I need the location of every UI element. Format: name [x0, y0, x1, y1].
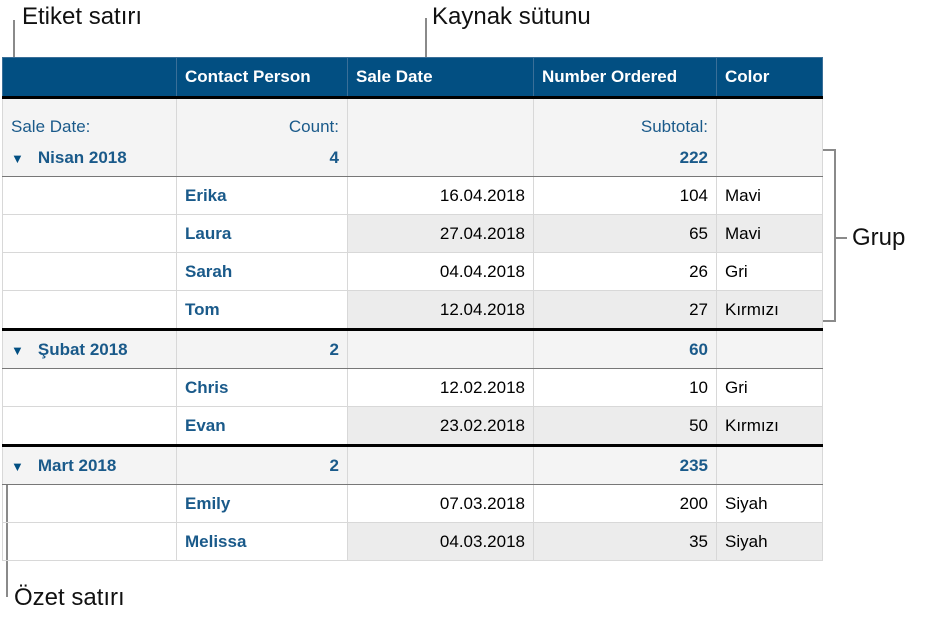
header-contact-person[interactable]: Contact Person: [176, 57, 348, 99]
group-name[interactable]: ▼ Mart 2018: [2, 445, 177, 485]
summary-row: ▼ Şubat 2018 2 60: [2, 329, 823, 369]
color-cell[interactable]: Mavi: [716, 214, 823, 253]
triangle-down-icon[interactable]: ▼: [11, 342, 24, 358]
group-subtotal: 235: [533, 445, 717, 485]
table-row: Sarah 04.04.2018 26 Gri: [2, 252, 823, 291]
group-subtotal: 222: [533, 139, 717, 177]
color-cell[interactable]: Kırmızı: [716, 406, 823, 447]
contact-person-cell[interactable]: Sarah: [176, 252, 348, 291]
summary-row: ▼ Nisan 2018 4 222: [2, 139, 823, 177]
empty-cell[interactable]: [2, 290, 177, 331]
categorized-table: Contact Person Sale Date Number Ordered …: [2, 57, 823, 561]
contact-person-cell[interactable]: Erika: [176, 176, 348, 215]
callout-source-column: Kaynak sütunu: [432, 3, 591, 30]
contact-person-cell[interactable]: Laura: [176, 214, 348, 253]
group-label: Nisan 2018: [37, 147, 127, 167]
sale-date-cell[interactable]: 12.02.2018: [347, 368, 534, 407]
label-empty: [347, 97, 534, 139]
label-count: Count:: [176, 97, 348, 139]
table-row: Melissa 04.03.2018 35 Siyah: [2, 522, 823, 561]
header-row: Contact Person Sale Date Number Ordered …: [2, 57, 823, 99]
header-cell[interactable]: [2, 57, 177, 99]
label-row: Sale Date: Count: Subtotal:: [2, 97, 823, 139]
number-ordered-cell[interactable]: 10: [533, 368, 717, 407]
number-ordered-cell[interactable]: 35: [533, 522, 717, 561]
number-ordered-cell[interactable]: 200: [533, 484, 717, 523]
number-ordered-cell[interactable]: 104: [533, 176, 717, 215]
header-color[interactable]: Color: [716, 57, 823, 99]
group-bracket-top: [823, 149, 835, 151]
table-row: Emily 07.03.2018 200 Siyah: [2, 484, 823, 523]
number-ordered-cell[interactable]: 27: [533, 290, 717, 331]
group-label: Şubat 2018: [37, 339, 128, 359]
group-bracket-bottom: [823, 320, 835, 322]
sale-date-cell[interactable]: 04.03.2018: [347, 522, 534, 561]
color-cell[interactable]: Gri: [716, 252, 823, 291]
empty-cell[interactable]: [2, 368, 177, 407]
contact-person-cell[interactable]: Evan: [176, 406, 348, 447]
triangle-down-icon[interactable]: ▼: [11, 458, 24, 474]
header-number-ordered[interactable]: Number Ordered: [533, 57, 717, 99]
number-ordered-cell[interactable]: 26: [533, 252, 717, 291]
sale-date-cell[interactable]: 23.02.2018: [347, 406, 534, 447]
summary-empty: [716, 445, 823, 485]
table-row: Chris 12.02.2018 10 Gri: [2, 368, 823, 407]
color-cell[interactable]: Kırmızı: [716, 290, 823, 331]
contact-person-cell[interactable]: Chris: [176, 368, 348, 407]
table-row: Laura 27.04.2018 65 Mavi: [2, 214, 823, 253]
group-bracket: [834, 149, 836, 322]
header-sale-date[interactable]: Sale Date: [347, 57, 534, 99]
empty-cell[interactable]: [2, 484, 177, 523]
color-cell[interactable]: Siyah: [716, 484, 823, 523]
contact-person-cell[interactable]: Tom: [176, 290, 348, 331]
callout-summary-row: Özet satırı: [14, 584, 125, 611]
group-name[interactable]: ▼ Nisan 2018: [2, 139, 177, 177]
sale-date-cell[interactable]: 16.04.2018: [347, 176, 534, 215]
group-count: 2: [176, 329, 348, 369]
group-subtotal: 60: [533, 329, 717, 369]
triangle-down-icon[interactable]: ▼: [11, 150, 24, 166]
label-sale-date: Sale Date:: [2, 97, 177, 139]
callout-line: [425, 18, 427, 57]
empty-cell[interactable]: [2, 214, 177, 253]
color-cell[interactable]: Siyah: [716, 522, 823, 561]
summary-empty: [716, 329, 823, 369]
empty-cell[interactable]: [2, 252, 177, 291]
table-row: Evan 23.02.2018 50 Kırmızı: [2, 406, 823, 447]
empty-cell[interactable]: [2, 522, 177, 561]
color-cell[interactable]: Mavi: [716, 176, 823, 215]
group-name[interactable]: ▼ Şubat 2018: [2, 329, 177, 369]
color-cell[interactable]: Gri: [716, 368, 823, 407]
number-ordered-cell[interactable]: 65: [533, 214, 717, 253]
sale-date-cell[interactable]: 07.03.2018: [347, 484, 534, 523]
summary-empty: [347, 445, 534, 485]
sale-date-cell[interactable]: 12.04.2018: [347, 290, 534, 331]
sale-date-cell[interactable]: 04.04.2018: [347, 252, 534, 291]
callout-group: Grup: [852, 224, 906, 251]
label-empty: [716, 97, 823, 139]
empty-cell[interactable]: [2, 406, 177, 447]
table-row: Tom 12.04.2018 27 Kırmızı: [2, 290, 823, 331]
group-label: Mart 2018: [37, 455, 117, 475]
group-count: 4: [176, 139, 348, 177]
summary-empty: [347, 139, 534, 177]
table-row: Erika 16.04.2018 104 Mavi: [2, 176, 823, 215]
empty-cell[interactable]: [2, 176, 177, 215]
contact-person-cell[interactable]: Melissa: [176, 522, 348, 561]
sale-date-cell[interactable]: 27.04.2018: [347, 214, 534, 253]
summary-row: ▼ Mart 2018 2 235: [2, 445, 823, 485]
summary-empty: [716, 139, 823, 177]
group-count: 2: [176, 445, 348, 485]
label-subtotal: Subtotal:: [533, 97, 717, 139]
number-ordered-cell[interactable]: 50: [533, 406, 717, 447]
contact-person-cell[interactable]: Emily: [176, 484, 348, 523]
callout-label-row: Etiket satırı: [22, 3, 143, 30]
group-bracket-tick: [835, 237, 847, 239]
summary-empty: [347, 329, 534, 369]
